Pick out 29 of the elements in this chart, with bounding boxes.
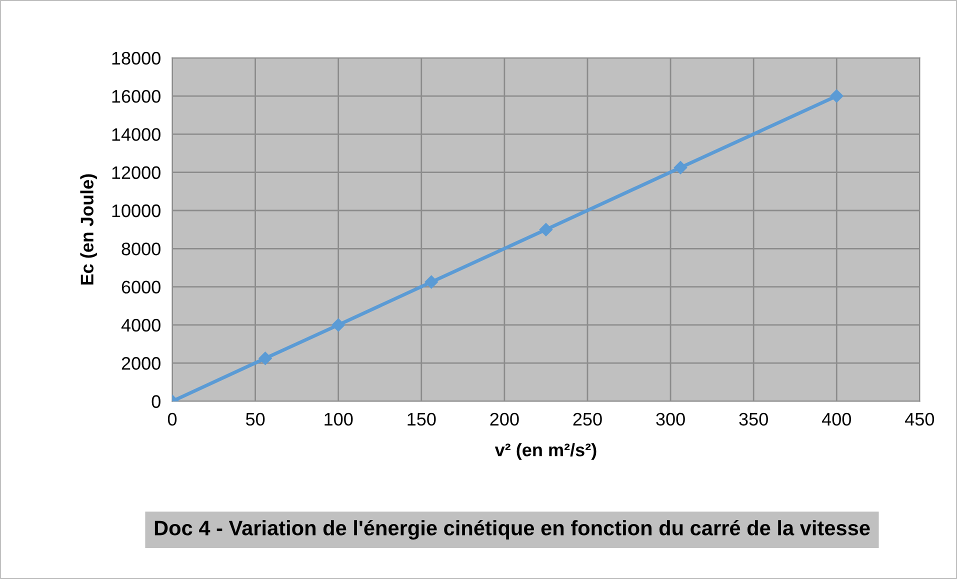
y-tick-label: 0	[152, 395, 160, 408]
y-axis-title: Ec (en Joule)	[80, 174, 98, 285]
x-tick-label: 150	[408, 412, 436, 426]
point	[332, 318, 345, 332]
point	[830, 89, 844, 103]
x-tick-label: 0	[168, 412, 177, 426]
text: Doc 4 - Variation de l'énergie cinétique en fonction du carré de la vitesse	[154, 520, 870, 540]
x-axis-title: v² (en m²/s²)	[494, 443, 596, 460]
y-tick-label: 12000	[112, 166, 160, 180]
x-tick-label: 300	[656, 412, 685, 426]
y-tick-label: 4000	[121, 318, 160, 332]
y-tick-label: 10000	[112, 204, 160, 218]
x-tick-label: 100	[324, 412, 353, 426]
y-tick-label: 8000	[122, 242, 160, 256]
y-tick-label: 2000	[122, 357, 160, 370]
point	[424, 275, 438, 289]
y-tick-label: 18000	[112, 52, 160, 65]
point	[674, 160, 688, 174]
point	[258, 352, 272, 365]
x-tick-label: 350	[739, 412, 768, 426]
point	[539, 222, 553, 236]
x-tick-label: 50	[246, 412, 265, 426]
x-tick-label: 400	[822, 412, 851, 426]
y-tick-label: 6000	[122, 280, 160, 294]
x-tick-label: 250	[573, 412, 602, 426]
y-tick-label: 14000	[112, 128, 160, 141]
x-tick-label: 200	[490, 412, 519, 426]
x-tick-label: 450	[905, 412, 934, 426]
y-tick-label: 16000	[112, 90, 160, 103]
